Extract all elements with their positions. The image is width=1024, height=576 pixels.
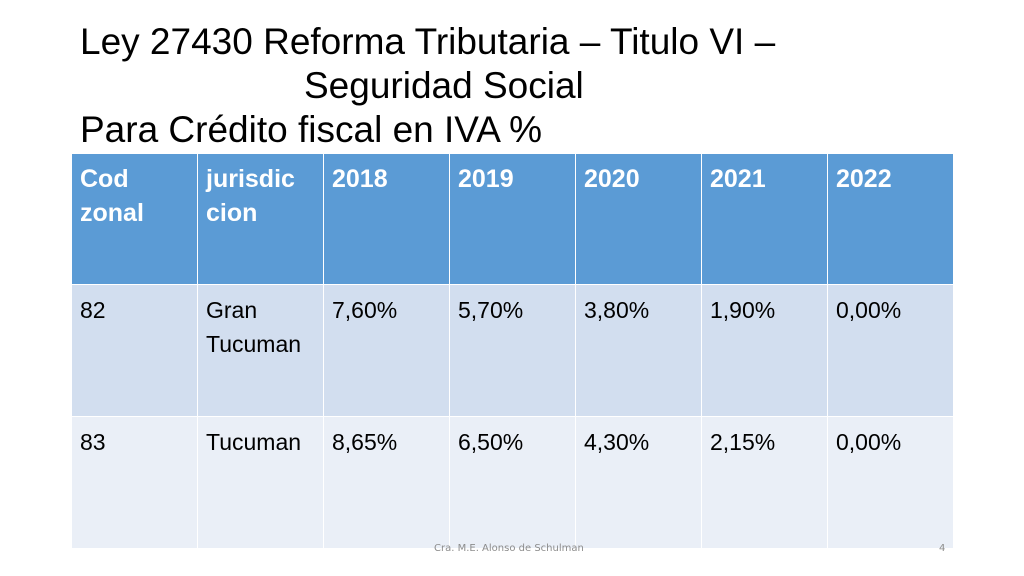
cell-rate-2019: 6,50% — [449, 416, 576, 549]
cell-rate-2018: 8,65% — [323, 416, 450, 549]
cell-rate-2021: 1,90% — [701, 284, 828, 417]
slide-title-line-2: Seguridad Social — [304, 65, 584, 106]
cell-jurisdiccion: Tucuman — [197, 416, 324, 549]
slide-page-number: 4 — [939, 543, 946, 554]
table-header-row: Cod zonal jurisdic cion 2018 2019 2020 2… — [71, 153, 954, 285]
header-year-2020: 2020 — [575, 153, 702, 285]
cell-cod-zonal: 82 — [71, 284, 198, 417]
cell-jurisdiccion: Gran Tucuman — [197, 284, 324, 417]
cell-rate-2021: 2,15% — [701, 416, 828, 549]
cell-rate-2018: 7,60% — [323, 284, 450, 417]
header-year-2021: 2021 — [701, 153, 828, 285]
cell-rate-2022: 0,00% — [827, 416, 954, 549]
slide-footer-author: Cra. M.E. Alonso de Schulman — [434, 543, 584, 554]
table-row: 82 Gran Tucuman 7,60% 5,70% 3,80% 1,90% … — [71, 284, 954, 417]
header-cod-zonal: Cod zonal — [71, 153, 198, 285]
table-row: 83 Tucuman 8,65% 6,50% 4,30% 2,15% 0,00% — [71, 416, 954, 549]
header-year-2018: 2018 — [323, 153, 450, 285]
header-year-2019: 2019 — [449, 153, 576, 285]
header-jurisdiccion: jurisdic cion — [197, 153, 324, 285]
cell-cod-zonal: 83 — [71, 416, 198, 549]
cell-rate-2022: 0,00% — [827, 284, 954, 417]
cell-rate-2020: 3,80% — [575, 284, 702, 417]
header-year-2022: 2022 — [827, 153, 954, 285]
slide-title-line-1: Ley 27430 Reforma Tributaria – Titulo VI… — [80, 21, 776, 62]
contribution-rates-table: Cod zonal jurisdic cion 2018 2019 2020 2… — [71, 153, 954, 549]
cell-rate-2019: 5,70% — [449, 284, 576, 417]
slide-subtitle: Para Crédito fiscal en IVA % — [80, 109, 543, 150]
cell-rate-2020: 4,30% — [575, 416, 702, 549]
